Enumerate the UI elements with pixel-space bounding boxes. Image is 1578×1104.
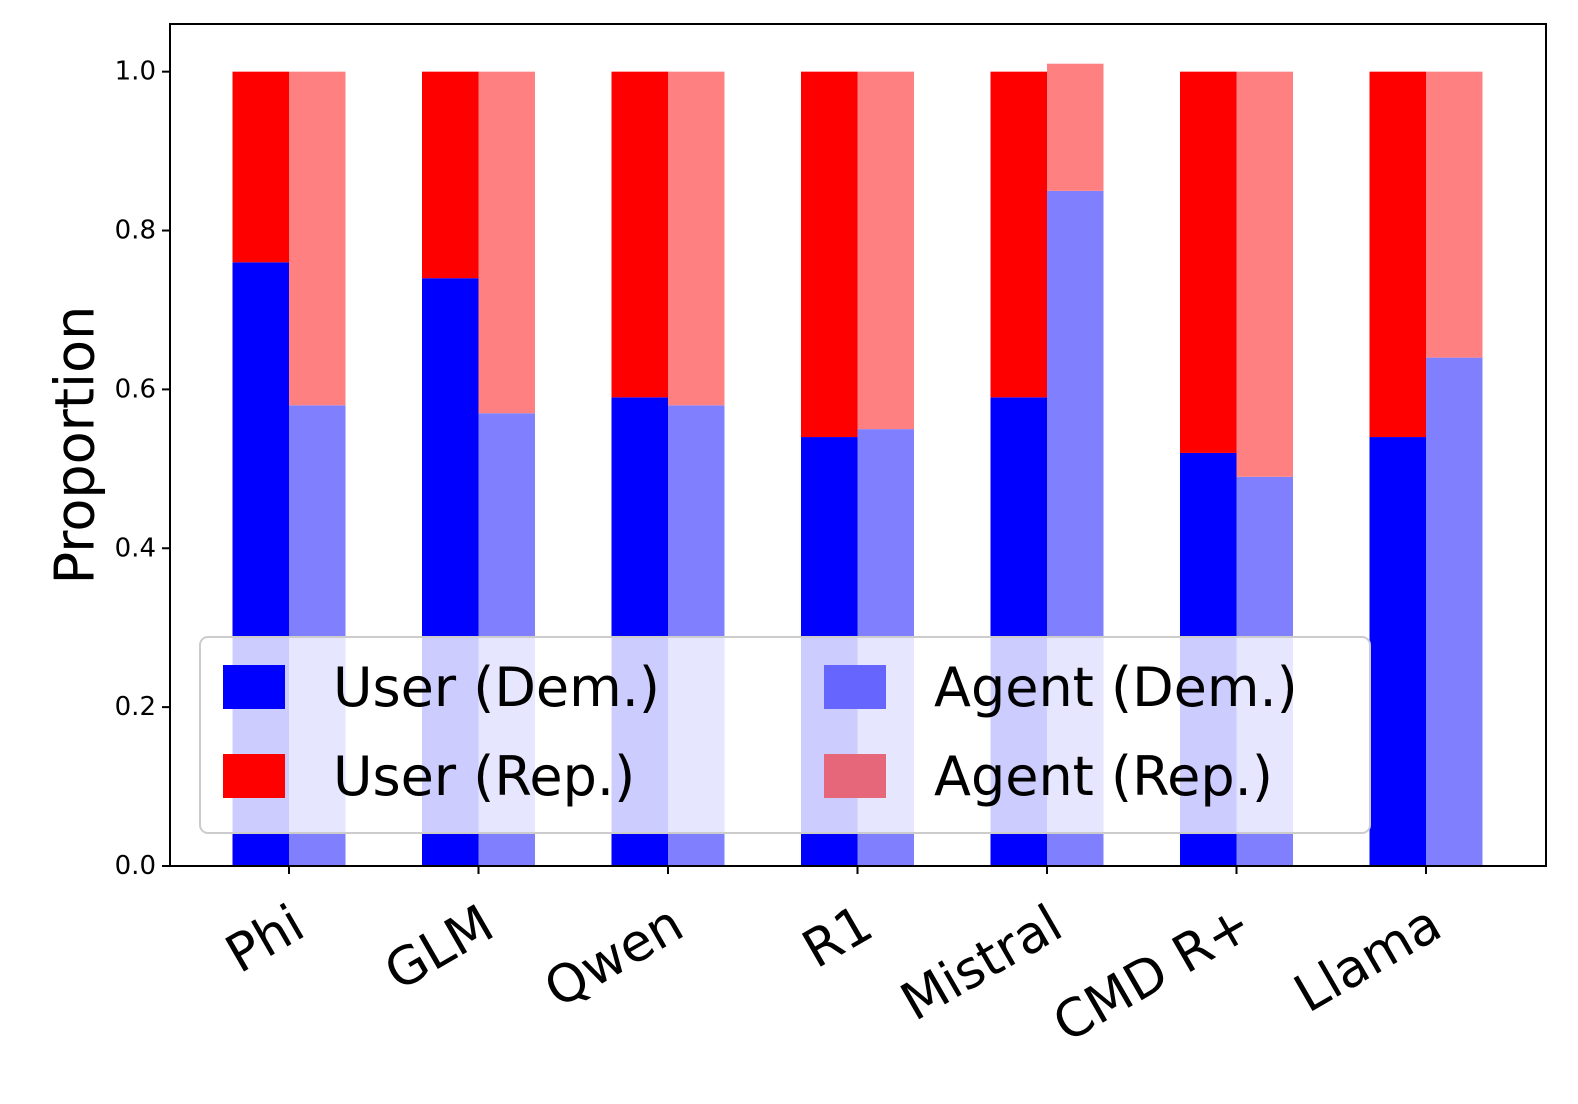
bar-user-dem-6 [1369, 437, 1426, 866]
legend-label-agent-rep: Agent (Rep.) [934, 745, 1273, 808]
bar-agent-rep-1 [478, 71, 535, 414]
bar-user-rep-1 [422, 71, 479, 279]
bar-agent-rep-2 [668, 71, 725, 406]
bar-user-rep-6 [1369, 71, 1426, 438]
legend-label-user-dem: User (Dem.) [333, 656, 660, 719]
y-tick-label-3: 0.6 [115, 374, 156, 404]
bar-agent-rep-5 [1236, 71, 1293, 477]
legend-label-agent-dem: Agent (Dem.) [934, 656, 1298, 719]
x-tick-label-6: Llama [1285, 894, 1452, 1025]
bar-agent-rep-3 [857, 71, 914, 430]
bar-user-rep-4 [990, 71, 1047, 398]
legend-label-user-rep: User (Rep.) [333, 745, 635, 808]
x-tick-label-5: CMD R+ [1043, 894, 1261, 1055]
y-tick-label-1: 0.2 [115, 692, 156, 722]
bar-user-rep-0 [232, 71, 289, 263]
y-axis: 0.0 0.2 0.4 0.6 0.8 1.0 [115, 57, 170, 881]
legend-swatch-agent-dem [824, 665, 886, 709]
legend-swatch-user-rep [223, 754, 285, 798]
bar-agent-rep-4 [1047, 63, 1104, 191]
bar-agent-rep-6 [1426, 71, 1483, 358]
bar-agent-rep-0 [289, 71, 346, 406]
legend-frame [199, 636, 1371, 834]
x-tick-label-3: R1 [793, 894, 883, 981]
bar-user-rep-3 [801, 71, 858, 438]
x-tick-label-0: Phi [216, 894, 314, 985]
legend: User (Dem.) Agent (Dem.) User (Rep.) Age… [199, 636, 1371, 834]
bar-agent-dem-6 [1426, 357, 1483, 866]
legend-swatch-user-dem [223, 665, 285, 709]
bar-user-rep-2 [611, 71, 668, 398]
y-tick-label-0: 0.0 [115, 851, 156, 881]
x-tick-label-4: Mistral [891, 894, 1072, 1033]
y-axis-title: Proportion [44, 306, 107, 585]
x-tick-label-2: Qwen [535, 894, 694, 1020]
bar-user-rep-5 [1180, 71, 1237, 453]
x-tick-label-1: GLM [375, 894, 504, 1003]
y-tick-label-2: 0.4 [115, 533, 156, 563]
legend-swatch-agent-rep [824, 754, 886, 798]
y-tick-label-4: 0.8 [115, 216, 156, 246]
y-tick-label-5: 1.0 [115, 57, 156, 87]
